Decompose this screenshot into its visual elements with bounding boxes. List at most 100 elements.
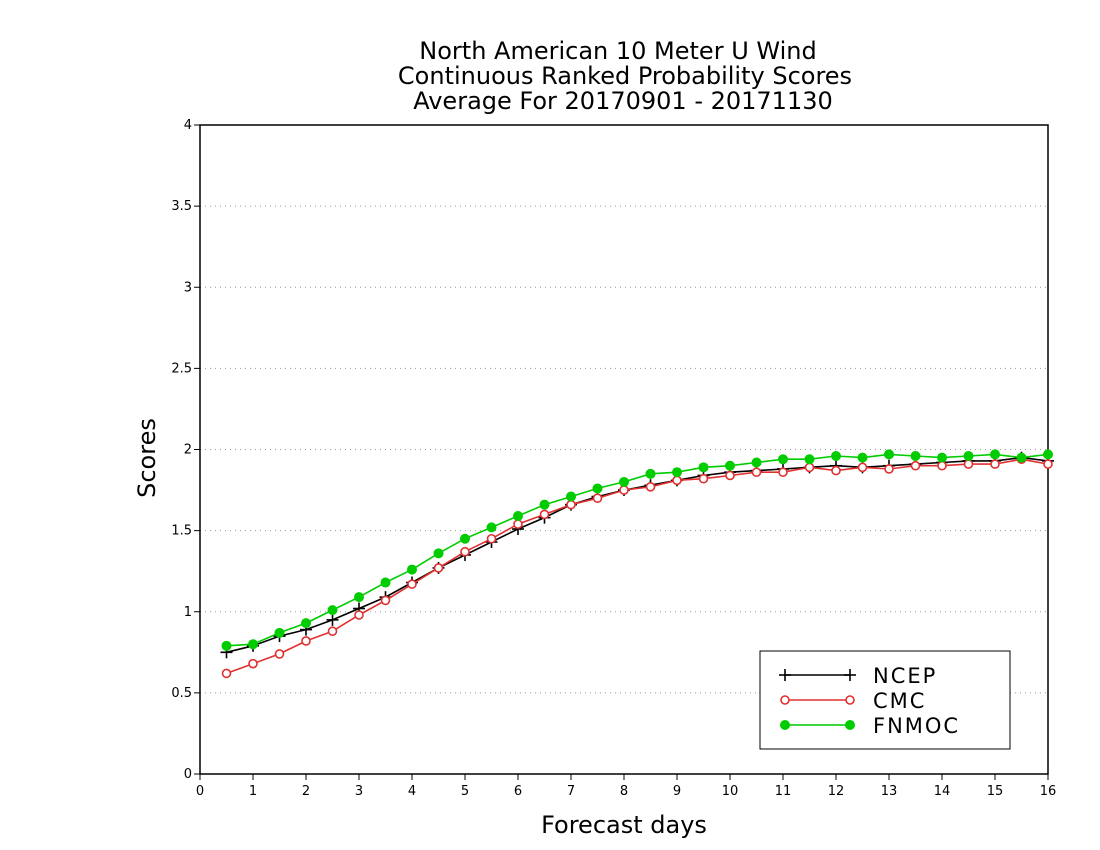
point-cmc (433, 563, 444, 573)
y-tick-label: 1 (184, 605, 192, 620)
point-fnmoc (301, 618, 311, 629)
y-tick-label: 4 (184, 118, 192, 133)
point-cmc (486, 533, 497, 544)
point-fnmoc (698, 462, 709, 473)
x-tick-label: 4 (408, 784, 416, 799)
title-line-2: Continuous Ranked Probability Scores (398, 62, 852, 90)
point-cmc (301, 636, 311, 646)
point-cmc (274, 649, 285, 659)
x-tick-label: 11 (775, 784, 792, 799)
point-cmc (248, 658, 258, 669)
x-tick-label: 5 (461, 784, 469, 799)
x-tick-label: 8 (620, 784, 628, 799)
point-fnmoc (513, 511, 523, 522)
title-line-1: North American 10 Meter U Wind (419, 37, 816, 65)
point-fnmoc (619, 476, 629, 487)
legend-label-cmc: CMC (873, 689, 926, 713)
point-fnmoc (725, 460, 735, 471)
point-fnmoc (884, 449, 894, 460)
point-fnmoc (274, 627, 285, 638)
x-tick-label: 7 (567, 784, 575, 799)
legend-item-cmc: CMC (780, 689, 926, 713)
legend-marker-fnmoc (845, 720, 855, 730)
legend-marker-cmc (780, 695, 790, 705)
x-tick-label: 3 (355, 784, 363, 799)
point-fnmoc (672, 467, 682, 478)
legend-marker-ncep (779, 669, 791, 681)
point-fnmoc (857, 452, 868, 463)
legend-marker-fnmoc (780, 720, 790, 730)
series-line-cmc (226, 458, 1049, 675)
point-cmc (857, 462, 868, 473)
point-fnmoc (354, 592, 364, 603)
point-fnmoc (804, 454, 815, 465)
point-ncep (326, 613, 339, 626)
point-cmc (990, 459, 1000, 469)
point-fnmoc (248, 639, 258, 650)
chart-title: North American 10 Meter U Wind Continuou… (398, 37, 852, 115)
y-tick-label: 0 (184, 767, 192, 782)
point-fnmoc (407, 564, 417, 575)
point-cmc (963, 459, 974, 469)
point-cmc (460, 546, 470, 557)
point-cmc (645, 482, 656, 492)
legend-label-fnmoc: FNMOC (873, 714, 960, 738)
point-fnmoc (380, 577, 391, 588)
point-cmc (937, 460, 947, 471)
point-fnmoc (990, 449, 1000, 460)
point-cmc (778, 467, 788, 478)
point-cmc (407, 579, 417, 589)
x-tick-label: 6 (514, 784, 522, 799)
axis-ticks: 00.511.522.533.540 1 2 3 4 5 6 7 8 9 10 11 12 13 14 15 1… (171, 118, 1056, 799)
point-cmc (910, 460, 921, 471)
point-fnmoc (910, 450, 921, 461)
y-tick-label: 2.5 (171, 361, 192, 376)
y-tick-label: 2 (184, 443, 192, 458)
x-tick-label: 12 (828, 784, 845, 799)
legend-marker-cmc (845, 695, 855, 705)
legend-label-ncep: NCEP (873, 664, 937, 688)
point-fnmoc (539, 499, 550, 510)
point-cmc (513, 519, 523, 529)
point-fnmoc (645, 468, 656, 479)
series-line-ncep (226, 456, 1049, 654)
x-tick-label: 16 (1040, 784, 1057, 799)
x-tick-label: 2 (302, 784, 310, 799)
point-fnmoc (751, 457, 762, 468)
y-tick-label: 3 (184, 280, 192, 295)
series-cmc (221, 454, 1053, 679)
x-tick-label: 9 (673, 784, 681, 799)
point-fnmoc (1043, 449, 1053, 460)
y-tick-label: 1.5 (171, 524, 192, 539)
point-fnmoc (460, 533, 470, 544)
point-cmc (221, 668, 232, 679)
point-fnmoc (566, 491, 576, 502)
point-fnmoc (831, 450, 841, 461)
point-fnmoc (433, 548, 444, 559)
series-fnmoc (221, 449, 1053, 651)
point-cmc (725, 470, 735, 481)
point-cmc (539, 509, 550, 520)
point-cmc (619, 485, 629, 495)
point-cmc (831, 465, 841, 476)
x-tick-label: 1 (249, 784, 257, 799)
point-cmc (1043, 459, 1053, 469)
y-tick-label: 3.5 (171, 199, 192, 214)
point-fnmoc (963, 450, 974, 461)
point-cmc (698, 473, 709, 484)
series-ncep (220, 451, 1054, 659)
point-fnmoc (486, 522, 497, 533)
point-cmc (884, 464, 894, 474)
point-cmc (751, 467, 762, 478)
point-cmc (380, 595, 391, 606)
point-fnmoc (592, 483, 603, 494)
point-cmc (804, 462, 815, 473)
x-tick-label: 10 (722, 784, 739, 799)
point-fnmoc (327, 605, 338, 616)
x-tick-label: 14 (934, 784, 951, 799)
x-tick-label: 0 (196, 784, 204, 799)
series-line-fnmoc (226, 453, 1049, 647)
point-fnmoc (778, 454, 788, 465)
